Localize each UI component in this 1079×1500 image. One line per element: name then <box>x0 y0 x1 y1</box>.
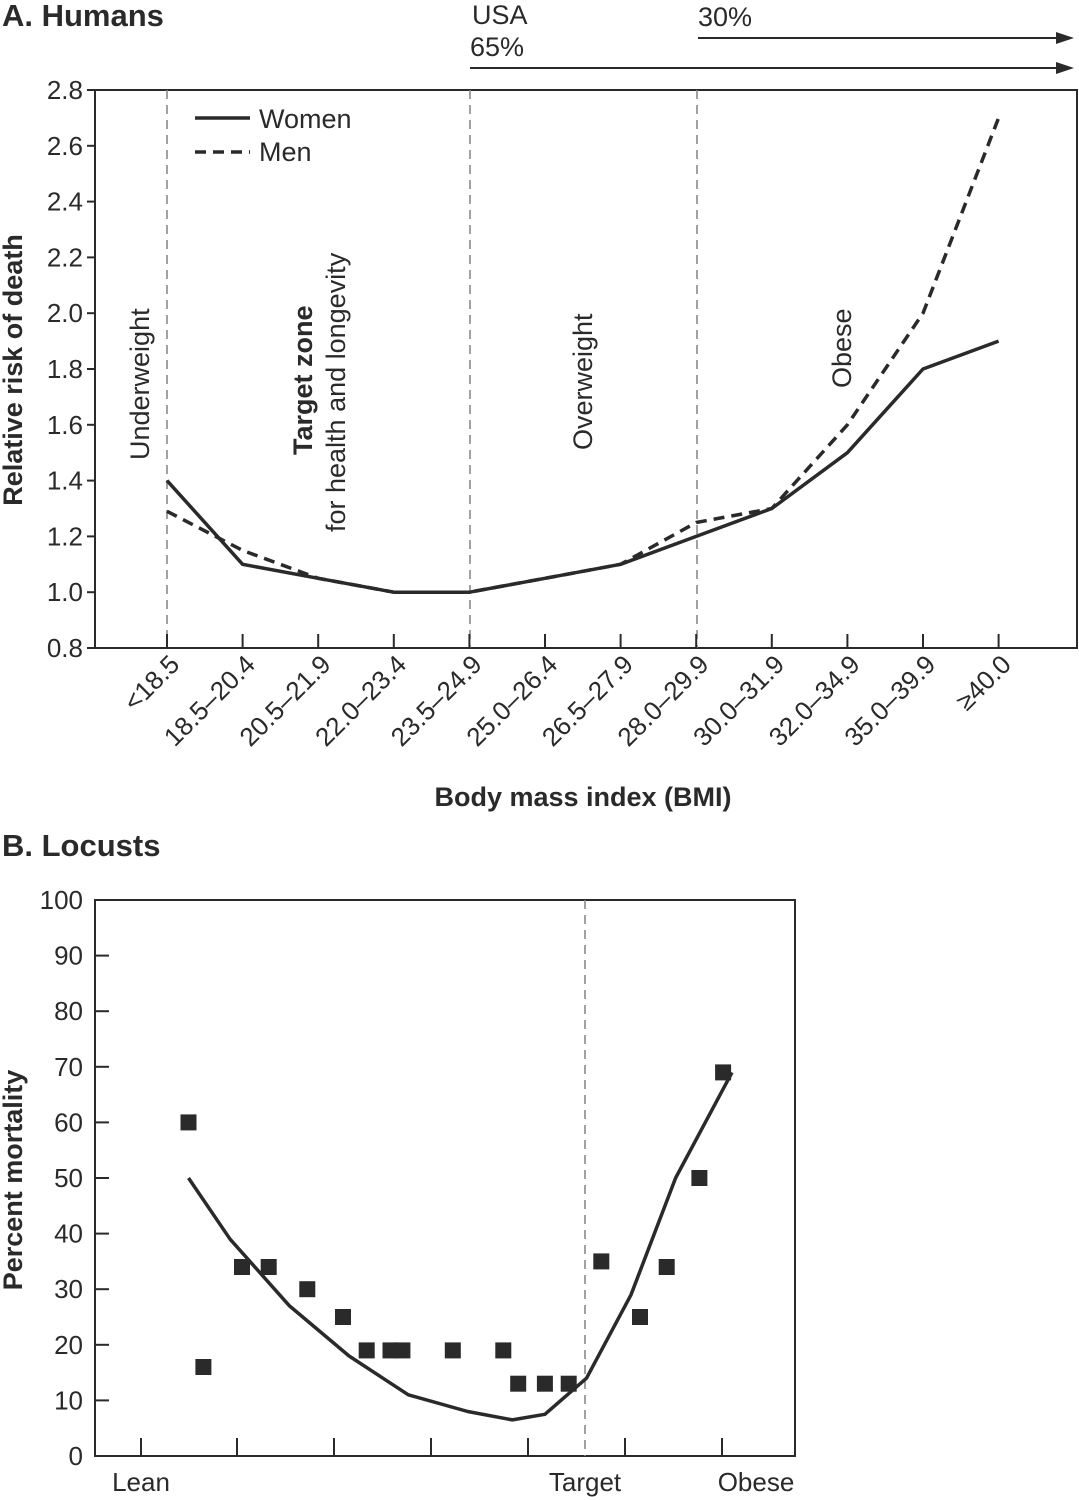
a-y-tick-label: 2.8 <box>47 75 83 105</box>
panel-b-title: B. Locusts <box>2 828 160 863</box>
usa-arrow-head <box>1056 62 1074 74</box>
scatter-point <box>658 1259 675 1275</box>
b-y-tick-label: 80 <box>54 996 83 1026</box>
scatter-point <box>335 1309 351 1325</box>
scatter-point <box>536 1375 553 1392</box>
scatter-point <box>180 1114 197 1131</box>
panel-locusts: B. Locusts 0 10 20 30 40 50 60 70 80 90 100 Lean T… <box>0 828 796 1497</box>
a-y-tick-label: 1.2 <box>47 521 83 551</box>
b-y-tick-label: 90 <box>54 941 83 971</box>
a-y-tick-label: 1.0 <box>47 577 83 607</box>
b-y-tick-label: 70 <box>54 1052 83 1082</box>
b-y-tick-label: 20 <box>54 1330 83 1360</box>
scatter-point <box>593 1253 610 1270</box>
scatter-point <box>444 1342 461 1359</box>
scatter-point <box>299 1281 316 1298</box>
a-y-tick-label: 2.0 <box>47 298 83 328</box>
b-y-tick-label: 60 <box>54 1107 83 1137</box>
scatter-point <box>691 1170 708 1186</box>
legend-women-label: Women <box>259 104 352 134</box>
scatter-point <box>260 1259 277 1275</box>
scatter-point <box>510 1375 527 1392</box>
zone-target-label: for health and longevity <box>321 252 351 532</box>
panel-humans: A. Humans USA 65% 30% 0.8 1.0 1.2 1.4 1.6 1.8… <box>0 0 1078 812</box>
panel-a-x-axis-label: Body mass index (BMI) <box>434 782 731 812</box>
zone-overweight-label: Overweight <box>568 313 598 450</box>
fitted-curve <box>187 1071 734 1422</box>
legend-men-label: Men <box>259 137 312 167</box>
usa-percent-label: 65% <box>470 32 524 62</box>
a-x-tick-label: ≥40.0 <box>950 649 1017 716</box>
panel-b-x-ticks <box>140 1438 723 1456</box>
scatter-point <box>358 1342 375 1359</box>
b-y-tick-label: 0 <box>69 1441 83 1471</box>
a-y-tick-label: 1.4 <box>47 466 83 496</box>
panel-a-y-axis: 0.8 1.0 1.2 1.4 1.6 1.8 2.0 2.2 2.4 2.6 2.8 <box>47 75 95 663</box>
zone-obese-label: Obese <box>827 308 857 388</box>
obese-percent-label: 30% <box>698 2 752 32</box>
scatter-point <box>715 1064 732 1081</box>
panel-b-y-axis: 0 10 20 30 40 50 60 70 80 90 100 <box>40 885 109 1471</box>
scatter-point <box>234 1259 250 1275</box>
panel-a-y-axis-label: Relative risk of death <box>0 234 28 506</box>
b-y-tick-label: 30 <box>54 1274 83 1304</box>
x-label-target: Target <box>549 1467 622 1497</box>
b-y-tick-label: 40 <box>54 1219 83 1249</box>
scatter-point <box>560 1375 577 1392</box>
a-y-tick-label: 0.8 <box>47 633 83 663</box>
a-y-tick-label: 2.6 <box>47 131 83 161</box>
a-y-tick-label: 1.6 <box>47 410 83 440</box>
zone-underweight-label: Underweight <box>125 308 155 460</box>
a-x-tick-label: <18.5 <box>118 649 186 717</box>
series-men-line <box>166 117 1001 594</box>
scatter-point <box>195 1359 212 1375</box>
panel-a-legend: Women Men <box>195 104 352 167</box>
panel-b-y-axis-label: Percent mortality <box>0 1070 28 1291</box>
obese-arrow-head <box>1056 32 1074 44</box>
b-y-tick-label: 50 <box>54 1163 83 1193</box>
panel-a-series <box>165 117 1001 594</box>
x-label-obese: Obese <box>718 1467 795 1497</box>
scatter-point <box>632 1309 648 1325</box>
panel-a-title: A. Humans <box>2 0 164 33</box>
a-y-tick-label: 2.2 <box>47 242 83 272</box>
scatter-point <box>495 1342 512 1359</box>
x-label-lean: Lean <box>112 1467 170 1497</box>
b-y-tick-label: 100 <box>40 885 83 915</box>
scatter-point <box>394 1342 411 1359</box>
a-y-tick-label: 1.8 <box>47 354 83 384</box>
usa-label: USA <box>472 0 528 30</box>
zone-target-bold-label: Target zone <box>288 305 318 455</box>
panel-a-x-axis: <18.518.5–20.420.5–21.922.0–23.423.5–24.… <box>118 634 1017 752</box>
b-y-tick-label: 10 <box>54 1385 83 1415</box>
a-y-tick-label: 2.4 <box>47 187 83 217</box>
panel-b-marks <box>180 1064 734 1422</box>
